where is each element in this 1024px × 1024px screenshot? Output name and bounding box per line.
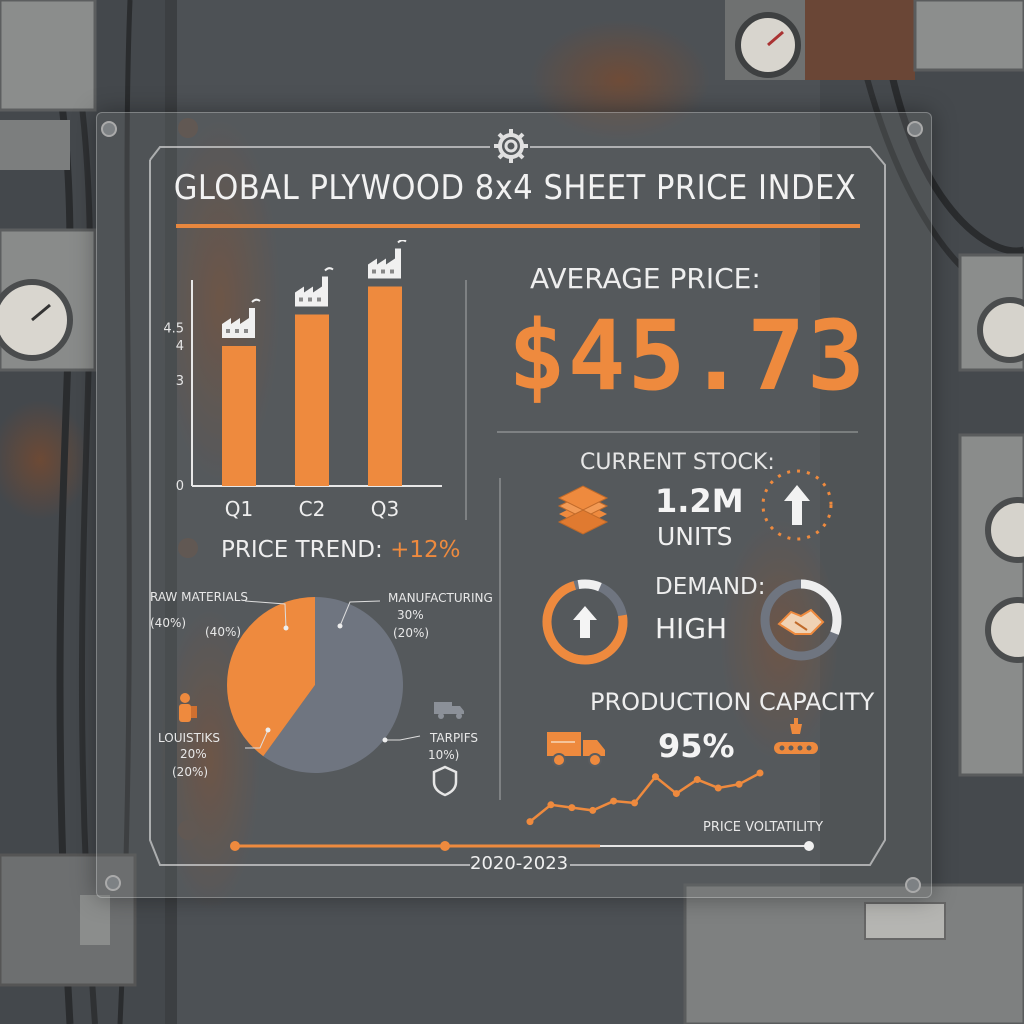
x-tick-label: Q1 xyxy=(225,497,253,521)
production-capacity-label: PRODUCTION CAPACITY xyxy=(590,688,875,716)
leader-line xyxy=(245,729,269,749)
bar xyxy=(222,346,256,486)
pie-label-manufacturing: MANUFACTURING xyxy=(388,591,493,605)
price-volatility-line-chart xyxy=(526,769,764,826)
price-trend-label: PRICE TREND: xyxy=(221,537,383,563)
timeline-mid-handle[interactable] xyxy=(440,841,450,851)
timeline-start-handle[interactable] xyxy=(230,841,240,851)
volatility-point xyxy=(610,797,618,805)
average-price-value: $45.73 xyxy=(508,300,867,412)
leader-line xyxy=(385,735,421,741)
timeline-range-label: 2020-2023 xyxy=(470,853,569,874)
timeline-slider[interactable] xyxy=(225,836,820,860)
leader-line xyxy=(244,600,287,629)
bar xyxy=(295,314,329,486)
factory-icon xyxy=(368,240,407,279)
volatility-point xyxy=(651,773,659,781)
volatility-point xyxy=(547,801,555,809)
average-price-label: AVERAGE PRICE: xyxy=(530,262,761,295)
y-tick-label: 3 xyxy=(176,374,184,389)
current-stock-value: 1.2M xyxy=(655,482,744,520)
leader-dot xyxy=(283,625,289,631)
pie-label-tariffs-pct: 10%) xyxy=(428,748,460,762)
timeline-end-handle[interactable] xyxy=(804,841,814,851)
volatility-point xyxy=(714,784,722,792)
pie-label-raw-materials: RAW MATERIALS xyxy=(150,590,249,604)
volatility-point xyxy=(589,806,597,814)
pie-label-tariffs: TARPIFS xyxy=(430,731,479,745)
y-tick-label: 0 xyxy=(176,479,184,494)
volatility-point xyxy=(756,769,764,777)
pie-label-logistics-pct: 20% xyxy=(180,747,207,761)
current-stock-unit: UNITS xyxy=(657,522,733,551)
pie-slice xyxy=(263,597,403,773)
volatility-point xyxy=(526,818,534,826)
title-underline xyxy=(176,224,860,228)
demand-label: DEMAND: xyxy=(655,574,766,600)
price-trend-value: +12% xyxy=(390,537,461,563)
leader-line xyxy=(339,600,381,627)
volatility-line xyxy=(529,771,761,823)
y-tick-label: 4.5 xyxy=(163,322,184,337)
leader-dot xyxy=(382,737,388,743)
demand-value: HIGH xyxy=(655,612,728,645)
quarterly-bar-chart: 0 3 4 4.5 Q1 C2 Q3 xyxy=(163,240,442,521)
x-tick-label: C2 xyxy=(299,497,326,521)
leader-dot xyxy=(265,727,271,733)
bar xyxy=(368,286,402,486)
current-stock-label: CURRENT STOCK: xyxy=(580,450,775,475)
panel-screw xyxy=(905,877,921,893)
pie-slice xyxy=(227,597,315,757)
pie-label-raw-materials-inner: (40%) xyxy=(205,625,242,639)
volatility-point xyxy=(735,780,743,788)
volatility-point xyxy=(568,804,576,812)
price-volatility-label: PRICE VOLTATILITY xyxy=(703,820,824,835)
panel-screw xyxy=(907,121,923,137)
volatility-point xyxy=(693,776,701,784)
y-tick-label: 4 xyxy=(176,339,184,354)
pie-label-manufacturing-pct: 30% xyxy=(397,608,424,622)
panel-screw xyxy=(101,121,117,137)
factory-icon xyxy=(295,267,334,307)
panel-screw xyxy=(105,875,121,891)
pie-label-logistics: LOUISTIKS xyxy=(158,731,220,745)
pie-label-logistics-sub: (20%) xyxy=(172,765,209,779)
cost-breakdown-pie-chart xyxy=(227,597,421,773)
page-title: GLOBAL PLYWOOD 8x4 SHEET PRICE INDEX xyxy=(173,168,857,208)
pie-label-raw-materials-pct: (40%) xyxy=(150,616,187,630)
production-capacity-value: 95% xyxy=(658,727,735,765)
leader-dot xyxy=(337,623,343,629)
volatility-point xyxy=(631,799,639,807)
pie-label-manufacturing-sub: (20%) xyxy=(393,626,430,640)
price-trend-caption: PRICE TREND: +12% xyxy=(221,537,460,563)
factory-icon xyxy=(222,298,261,338)
x-tick-label: Q3 xyxy=(371,497,399,521)
volatility-point xyxy=(672,790,680,798)
